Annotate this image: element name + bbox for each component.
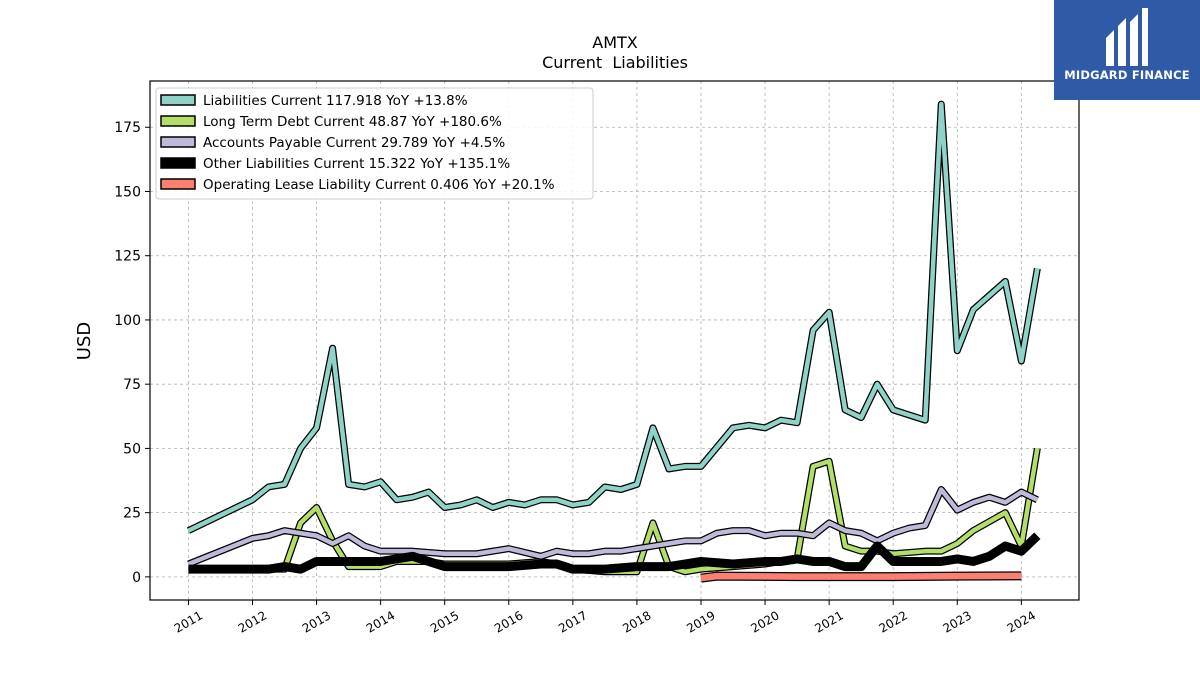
legend-swatch — [160, 94, 196, 106]
midgard-logo-icon — [1106, 8, 1148, 66]
y-tick-label: 75 — [123, 377, 141, 393]
x-tick-label: 2024 — [1005, 608, 1038, 635]
x-tick-label: 2020 — [748, 608, 781, 635]
series-path — [188, 448, 1040, 574]
x-tick-label: 2014 — [364, 608, 397, 635]
series-path — [187, 101, 1040, 533]
y-tick-label: 0 — [132, 570, 141, 586]
legend-swatch — [160, 157, 196, 169]
y-axis-label: USD — [74, 322, 95, 360]
y-tick-label: 125 — [114, 249, 141, 265]
series-line-2 — [187, 486, 1039, 568]
legend: Liabilities Current 117.918 YoY +13.8% Lo… — [155, 87, 594, 200]
y-tick-label: 150 — [114, 184, 141, 200]
y-tick-label: 25 — [123, 506, 141, 522]
x-tick-label: 2018 — [620, 608, 653, 635]
y-tick-label: 175 — [114, 120, 141, 136]
y-tick-label: 100 — [114, 313, 141, 329]
legend-swatch — [160, 136, 196, 148]
legend-swatch — [160, 178, 196, 190]
legend-label: Other Liabilities Current 15.322 YoY +13… — [203, 156, 510, 172]
x-tick-label: 2012 — [236, 608, 269, 635]
series-path — [700, 572, 1022, 582]
chart-subtitle: Current Liabilities — [542, 53, 688, 72]
brand-name: MIDGARD FINANCE — [1064, 68, 1190, 82]
series-line-0 — [186, 100, 1041, 534]
brand-logo: MIDGARD FINANCE — [1054, 0, 1200, 100]
series-path — [187, 487, 1039, 567]
series-line-1 — [188, 447, 1041, 576]
legend-swatch — [160, 115, 196, 127]
plot-frame — [149, 80, 1080, 601]
series-line-3 — [188, 532, 1041, 574]
legend-label: Accounts Payable Current 29.789 YoY +4.5… — [203, 135, 505, 151]
series-layer — [186, 100, 1041, 583]
x-tick-label: 2011 — [172, 608, 205, 635]
legend-label: Liabilities Current 117.918 YoY +13.8% — [203, 93, 468, 109]
x-tick-label: 2016 — [492, 608, 525, 635]
x-tick-label: 2015 — [428, 608, 461, 635]
series-line-4 — [700, 571, 1022, 583]
legend-label: Long Term Debt Current 48.87 YoY +180.6% — [203, 114, 502, 130]
x-tick-label: 2017 — [556, 608, 589, 635]
series-path — [188, 532, 1041, 574]
legend-box — [155, 87, 594, 200]
x-tick-label: 2022 — [876, 608, 909, 635]
x-tick-label: 2013 — [300, 608, 333, 635]
x-tick-label: 2021 — [812, 608, 845, 635]
chart-title: AMTX — [592, 33, 638, 52]
x-tick-label: 2023 — [941, 608, 974, 635]
x-tick-label: 2019 — [684, 608, 717, 635]
y-tick-label: 50 — [123, 441, 141, 457]
legend-label: Operating Lease Liability Current 0.406 … — [203, 177, 555, 193]
